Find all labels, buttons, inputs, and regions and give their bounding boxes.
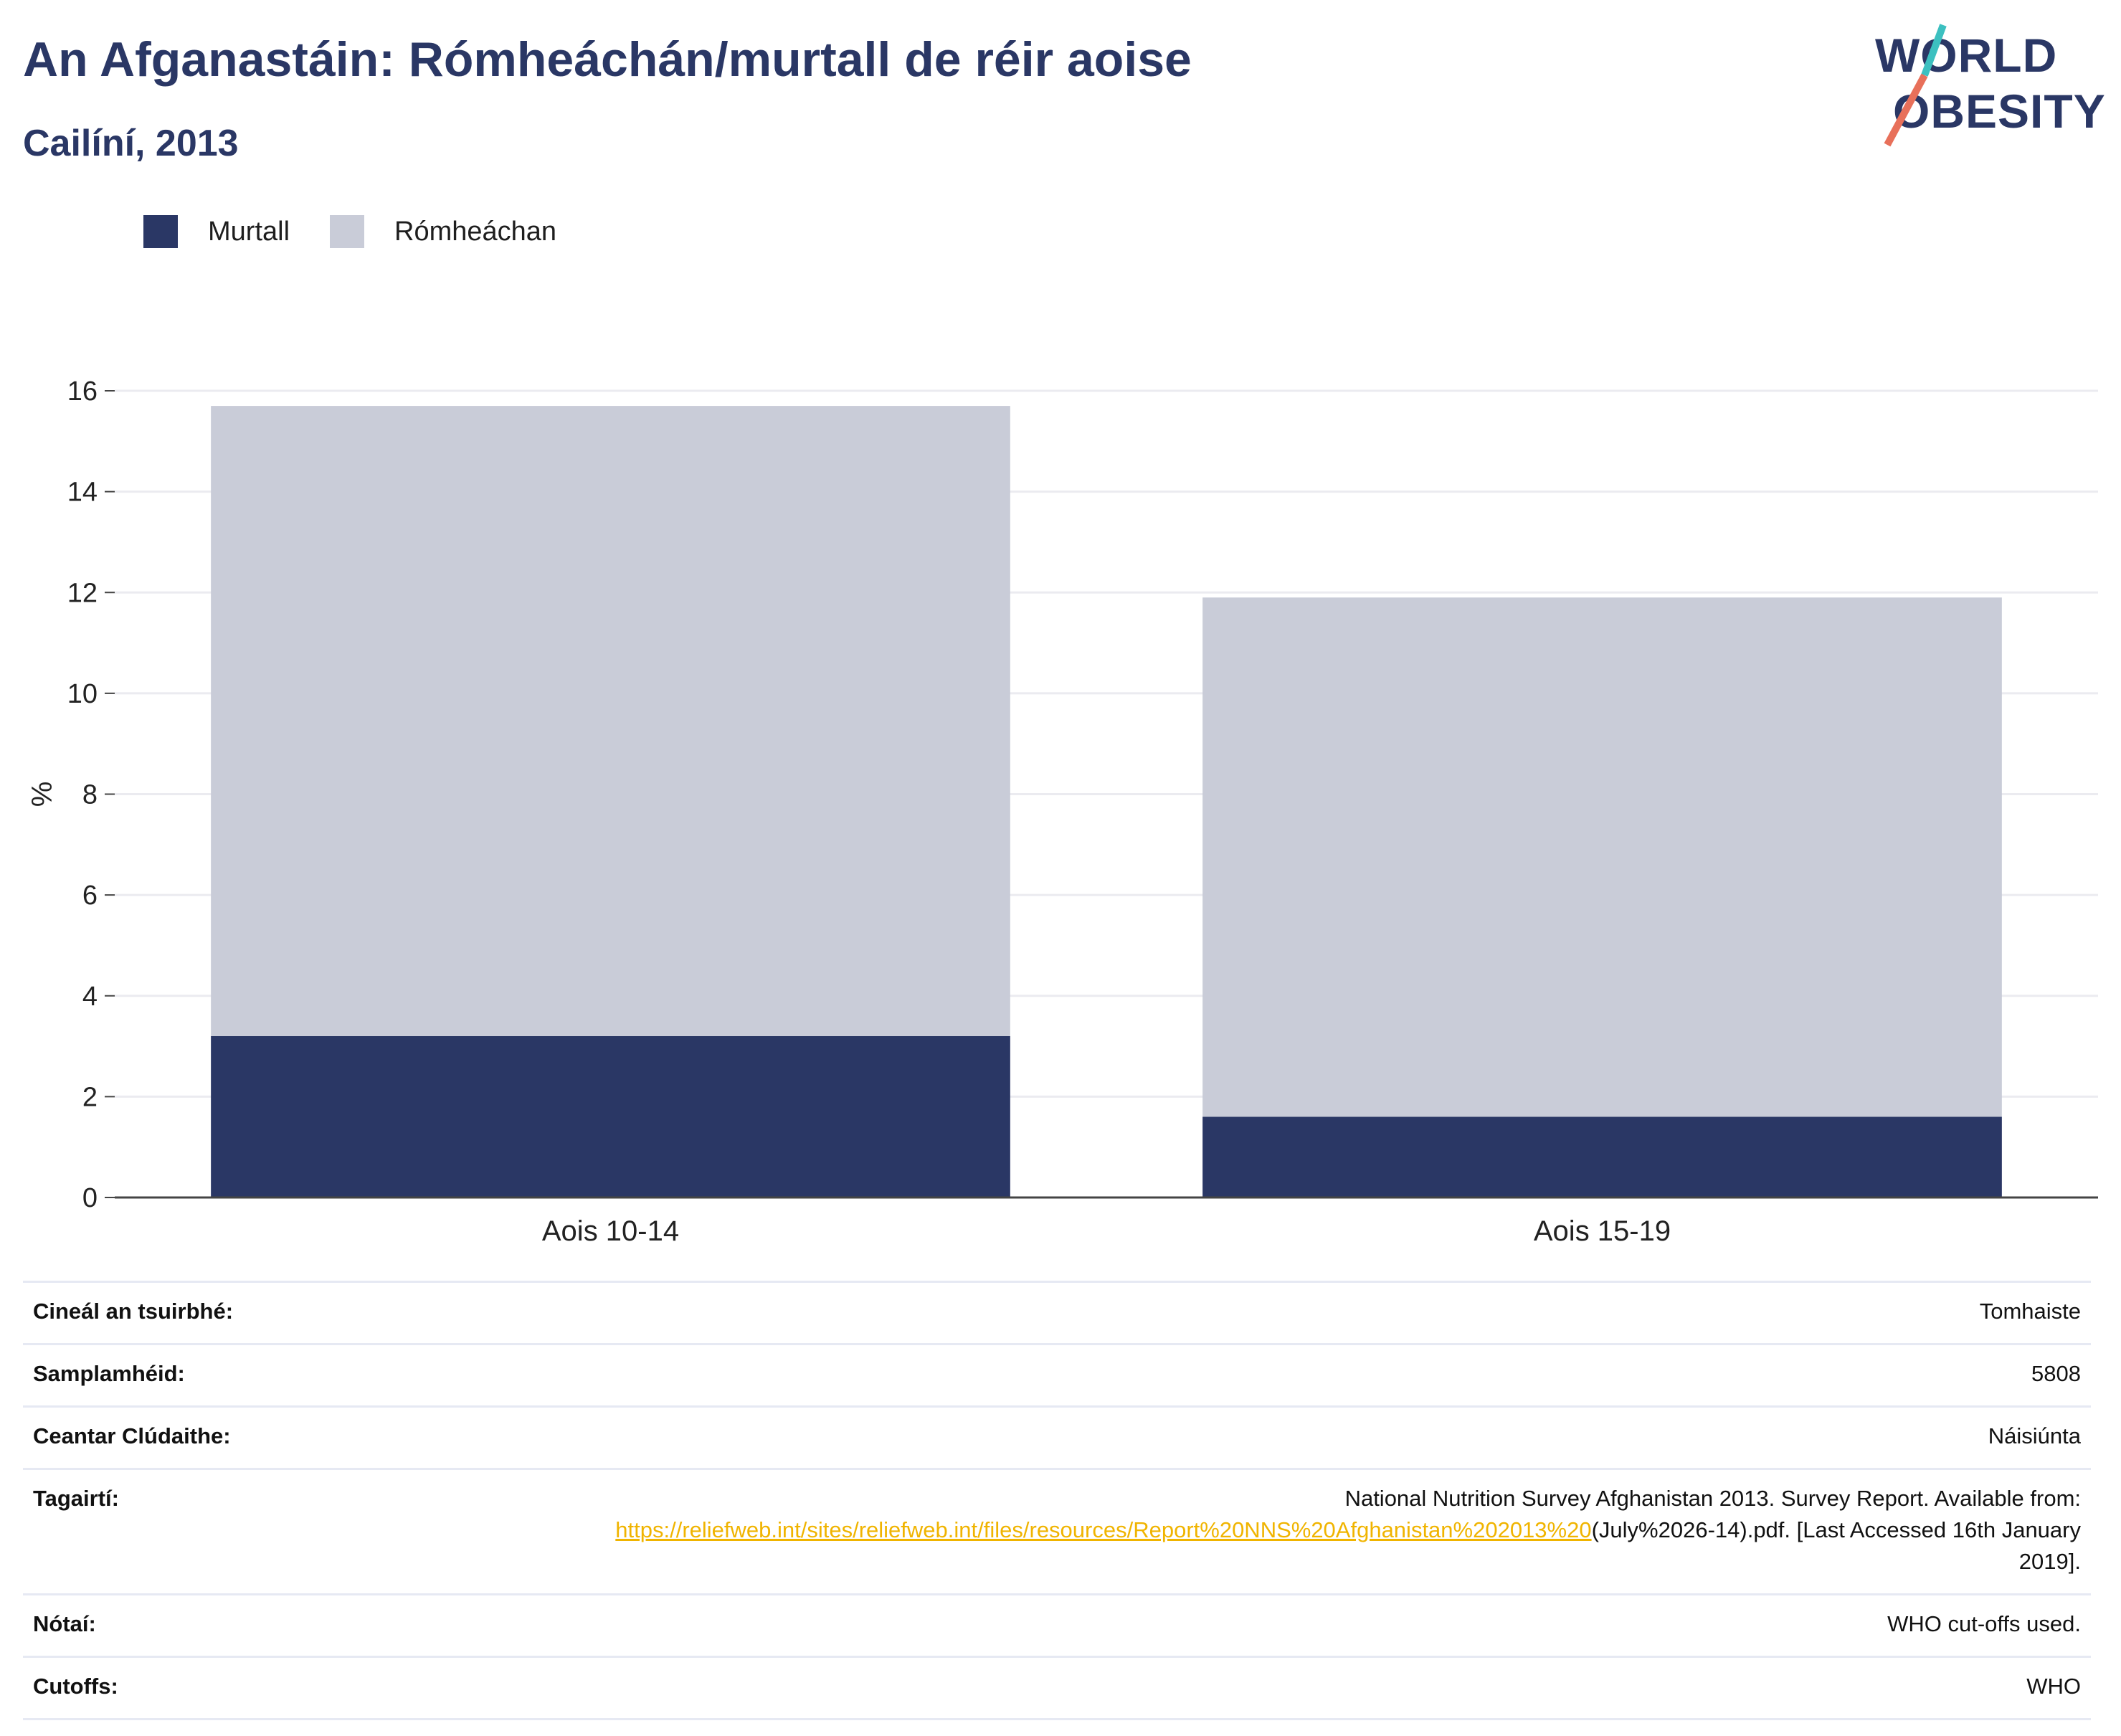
cutoffs-value: WHO bbox=[2026, 1674, 2081, 1699]
y-tick-label: 6 bbox=[82, 881, 98, 911]
bar-overweight-1 bbox=[211, 406, 1010, 1036]
info-row-cutoffs: Cutoffs: WHO bbox=[23, 1656, 2091, 1720]
notes-value: WHO cut-offs used. bbox=[1887, 1611, 2081, 1636]
svg-text:WORLD: WORLD bbox=[1875, 29, 2057, 82]
x-tick-label: Aois 15-19 bbox=[1534, 1215, 1671, 1247]
y-tick-label: 0 bbox=[82, 1183, 98, 1213]
references-value: National Nutrition Survey Afghanistan 20… bbox=[604, 1483, 2081, 1578]
y-tick-label: 4 bbox=[82, 982, 98, 1012]
references-link[interactable]: https://reliefweb.int/sites/reliefweb.in… bbox=[615, 1517, 1592, 1542]
y-tick-label: 8 bbox=[82, 780, 98, 810]
y-tick-label: 12 bbox=[67, 578, 98, 608]
info-row-sample-size: Samplamhéid: 5808 bbox=[23, 1343, 2091, 1405]
y-tick-label: 10 bbox=[67, 679, 98, 709]
x-tick-label: Aois 10-14 bbox=[542, 1215, 679, 1247]
cutoffs-label: Cutoffs: bbox=[33, 1674, 118, 1699]
area-label: Ceantar Clúdaithe: bbox=[33, 1423, 231, 1448]
legend-swatch-obesity bbox=[143, 215, 178, 248]
legend-label-overweight: Rómheáchan bbox=[394, 217, 557, 247]
info-row-notes: Nótaí: WHO cut-offs used. bbox=[23, 1593, 2091, 1656]
bar-overweight-2 bbox=[1202, 597, 2002, 1117]
y-tick-label: 14 bbox=[67, 478, 98, 508]
info-row-references: Tagairtí: National Nutrition Survey Afgh… bbox=[23, 1468, 2091, 1593]
sample-size-label: Samplamhéid: bbox=[33, 1361, 185, 1386]
axes: 0 2 4 6 8 10 12 14 16% Aois 10-14 Aois 15-19 bbox=[27, 376, 2098, 1247]
world-obesity-logo: WORLD OBESITY bbox=[1875, 24, 2106, 147]
area-value: Náisiúnta bbox=[1988, 1423, 2081, 1448]
survey-type-value: Tomhaiste bbox=[1979, 1299, 2081, 1324]
bar-obesity-1 bbox=[211, 1036, 1010, 1197]
info-row-survey-type: Cineál an tsuirbhé: Tomhaiste bbox=[23, 1281, 2091, 1343]
references-label: Tagairtí: bbox=[33, 1486, 119, 1511]
y-tick-label: 2 bbox=[82, 1082, 98, 1112]
chart-title: An Afganastáin: Rómheáchán/murtall de ré… bbox=[23, 32, 1192, 87]
info-row-area: Ceantar Clúdaithe: Náisiúnta bbox=[23, 1405, 2091, 1468]
references-text-after: (July%2026-14).pdf. [Last Accessed 16th … bbox=[1591, 1517, 2081, 1574]
references-text: National Nutrition Survey Afghanistan 20… bbox=[1344, 1486, 2081, 1511]
survey-type-label: Cineál an tsuirbhé: bbox=[33, 1299, 234, 1324]
chart-subtitle: Cailíní, 2013 bbox=[23, 123, 239, 164]
legend-label-obesity: Murtall bbox=[208, 217, 290, 247]
bars bbox=[211, 406, 2002, 1197]
sample-size-value: 5808 bbox=[2031, 1361, 2081, 1386]
notes-label: Nótaí: bbox=[33, 1611, 96, 1636]
info-table: Cineál an tsuirbhé: Tomhaiste Samplamhéi… bbox=[23, 1281, 2091, 1720]
y-tick-label: 16 bbox=[67, 376, 98, 407]
legend-swatch-overweight bbox=[330, 215, 364, 248]
svg-text:OBESITY: OBESITY bbox=[1893, 85, 2106, 138]
y-axis-label: % bbox=[27, 782, 58, 807]
bar-obesity-2 bbox=[1202, 1116, 2002, 1197]
bar-chart: 0 2 4 6 8 10 12 14 16% Aois 10-14 Aois 15-19 bbox=[27, 376, 2098, 1247]
